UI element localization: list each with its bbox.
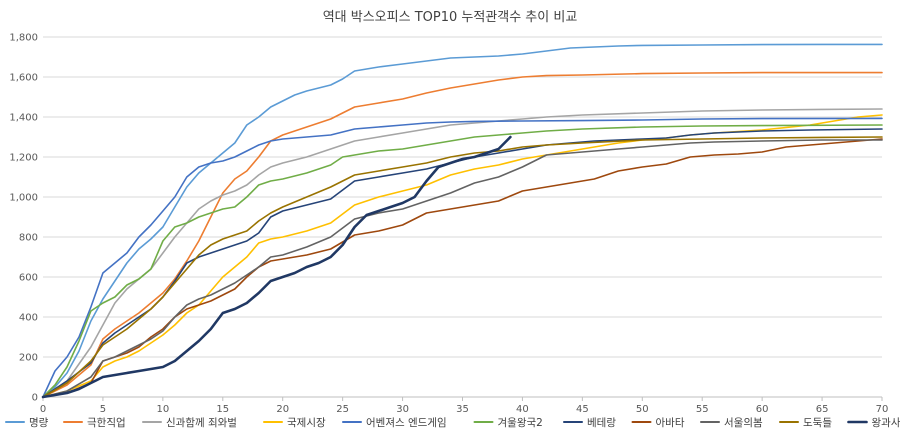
series-line-5	[42, 117, 883, 398]
legend-label: 신과함께 죄와벌	[166, 417, 237, 429]
x-tick-label: 50	[636, 404, 649, 415]
legend-label: 아바타	[656, 417, 685, 429]
legend-item-11: 왕과사는남자	[847, 417, 900, 429]
series-line-9	[42, 139, 883, 398]
y-tick-label: 0	[32, 393, 38, 404]
series-line-6	[42, 124, 883, 398]
x-tick-label: 20	[276, 404, 289, 415]
y-tick-label: 1,800	[9, 33, 38, 44]
legend-item-8: 아바타	[631, 417, 685, 429]
y-tick-label: 200	[19, 353, 38, 364]
legend-label: 어벤져스 엔드게임	[366, 416, 447, 429]
x-tick-label: 25	[336, 404, 349, 415]
series-line-2	[42, 71, 883, 398]
series-line-1	[42, 43, 883, 398]
x-tick-label: 55	[696, 404, 709, 415]
legend-label: 도둑들	[803, 417, 832, 429]
x-tick-label: 10	[156, 404, 169, 415]
y-tick-label: 600	[19, 273, 38, 284]
legend-item-3: 신과함께 죄와벌	[142, 417, 237, 429]
legend-label: 국제시장	[287, 417, 326, 429]
x-tick-label: 15	[216, 404, 229, 415]
legend-label: 겨울왕국2	[498, 417, 543, 429]
y-tick-label: 1,400	[9, 113, 38, 124]
x-tick-label: 35	[456, 404, 469, 415]
x-tick-label: 30	[396, 404, 409, 415]
legend-label: 왕과사는남자	[872, 417, 900, 429]
y-tick-label: 1,200	[9, 153, 38, 164]
legend-item-9: 서울의봄	[700, 417, 763, 429]
x-tick-label: 45	[576, 404, 589, 415]
y-tick-label: 400	[19, 313, 38, 324]
x-tick-label: 0	[40, 404, 46, 415]
legend-item-7: 베테랑	[563, 417, 616, 429]
legend-item-6: 겨울왕국2	[473, 417, 543, 429]
x-tick-label: 5	[100, 404, 106, 415]
x-tick-label: 40	[516, 404, 529, 415]
series-line-11	[41, 135, 512, 399]
series-line-8	[42, 138, 883, 398]
legend-item-10: 도둑들	[779, 417, 832, 429]
axes: 0 200 400 600 800 1,000 1,200 1,400 1,600 1,800 0 5…	[9, 33, 888, 416]
x-tick-label: 70	[876, 404, 889, 415]
legend-label: 명량	[29, 417, 49, 429]
chart-title: 역대 박스오피스 TOP10 누적관객수 추이 비교	[323, 10, 578, 25]
y-tick-label: 1,000	[9, 193, 38, 204]
gridlines	[43, 36, 882, 358]
series-lines	[41, 43, 883, 399]
y-tick-label: 1,600	[9, 73, 38, 84]
legend-label: 베테랑	[587, 417, 616, 429]
y-tick-label: 800	[19, 233, 38, 244]
legend-item-4: 국제시장	[263, 417, 326, 429]
legend-label: 서울의봄	[724, 417, 763, 429]
legend: 명량 극한직업 신과함께 죄와벌 국제시장 어벤져스 엔드게임 겨울왕국2 베테랑 아바타 서울…	[5, 416, 900, 429]
legend-label: 극한직업	[87, 416, 126, 429]
x-tick-label: 65	[816, 404, 829, 415]
legend-item-5: 어벤져스 엔드게임	[342, 416, 447, 429]
legend-item-1: 명량	[5, 417, 49, 429]
x-tick-label: 60	[756, 404, 769, 415]
series-line-10	[42, 136, 883, 398]
legend-item-2: 극한직업	[63, 416, 126, 429]
